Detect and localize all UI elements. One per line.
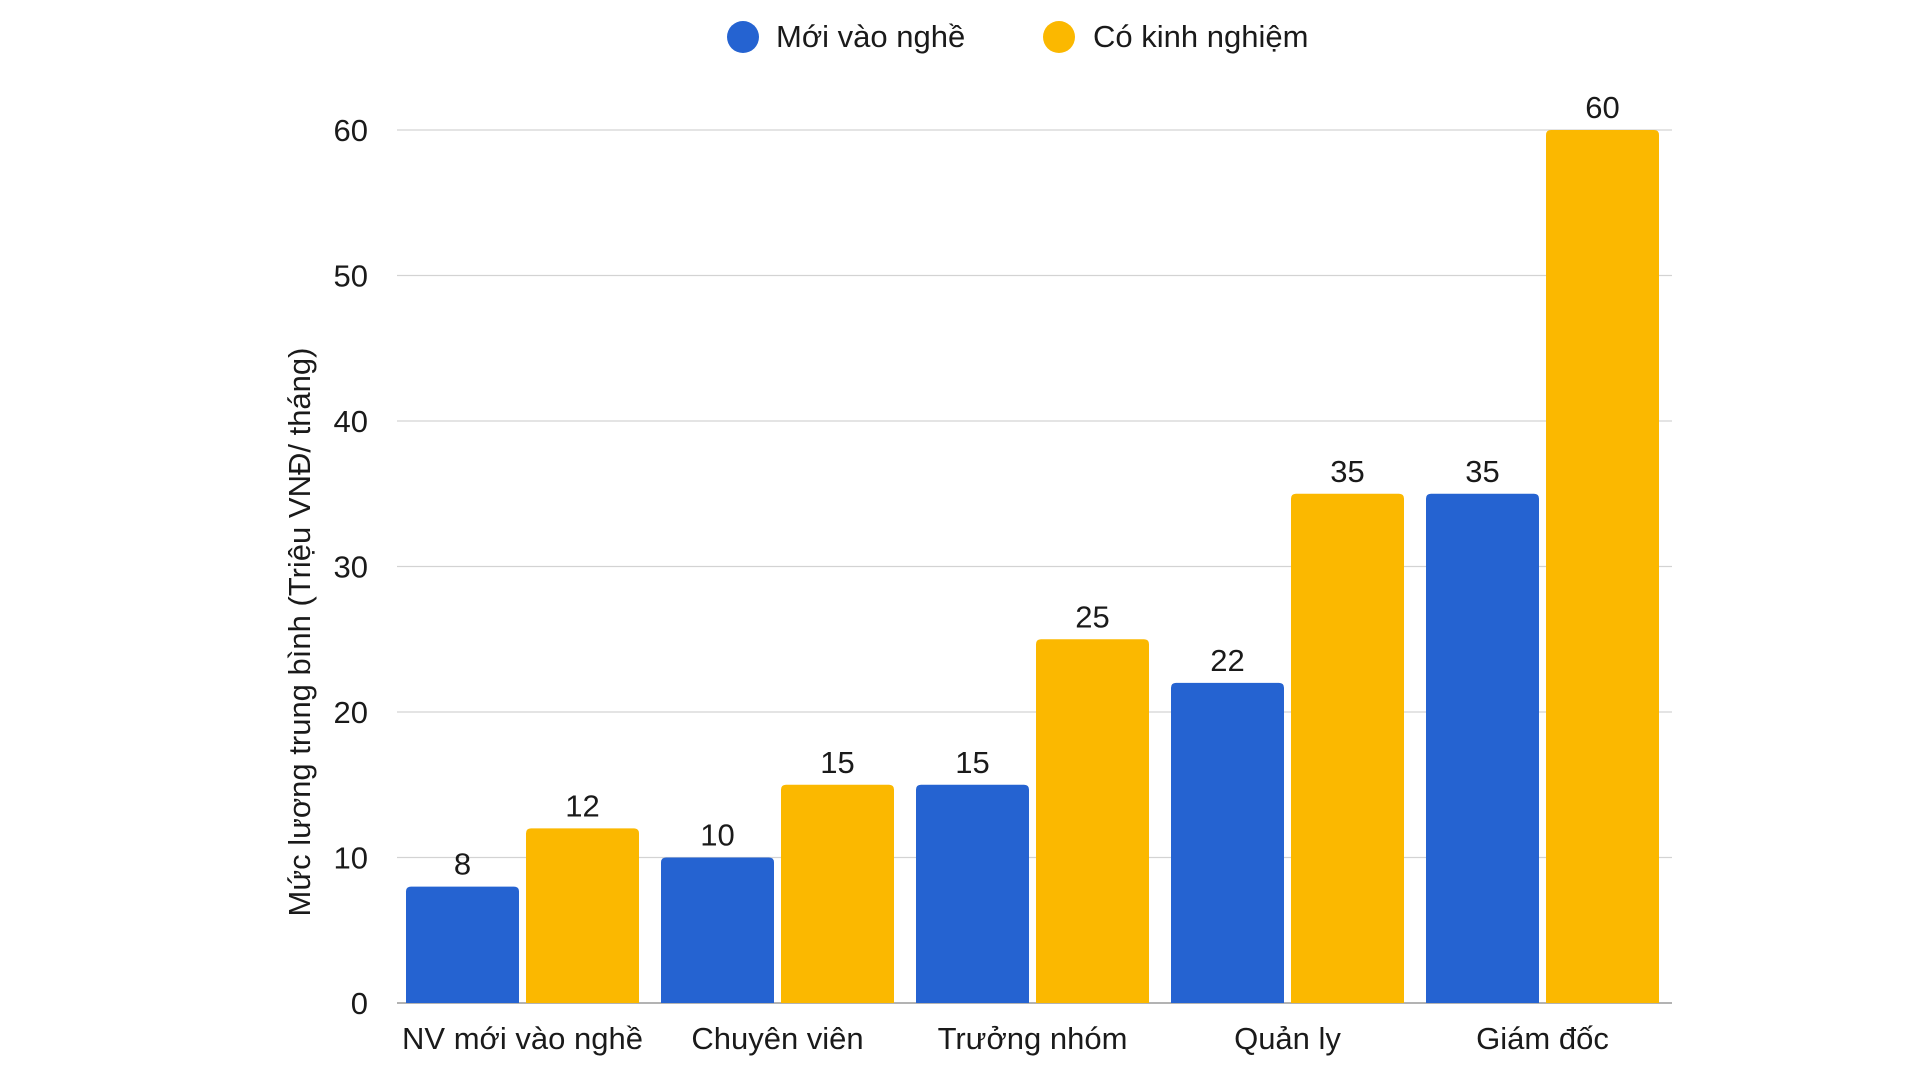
data-label: 25 xyxy=(1075,599,1109,634)
y-tick-label: 40 xyxy=(334,404,368,439)
data-label: 10 xyxy=(700,818,734,853)
legend-swatch xyxy=(727,21,759,53)
y-tick-label: 30 xyxy=(334,550,368,585)
bar[interactable] xyxy=(1291,493,1404,1003)
y-tick-label: 20 xyxy=(334,695,368,730)
data-label: 35 xyxy=(1330,454,1364,489)
data-label: 15 xyxy=(955,745,989,780)
x-tick-label: Giám đốc xyxy=(1476,1021,1609,1056)
bar[interactable] xyxy=(1546,130,1659,1003)
y-axis-title: Mức lương trung bình (Triệu VNĐ/ tháng) xyxy=(282,348,317,917)
x-axis-ticks: NV mới vào nghề Chuyên viên Trưởng nhóm Quả… xyxy=(402,1021,1609,1056)
bar[interactable] xyxy=(916,784,1029,1003)
y-tick-label: 0 xyxy=(351,986,368,1021)
y-axis-ticks: 0 10 20 30 40 50 60 xyxy=(334,113,368,1021)
data-label: 12 xyxy=(565,788,599,823)
y-tick-label: 50 xyxy=(334,259,368,294)
data-labels: 8 12 10 15 15 25 22 35 35 60 xyxy=(454,90,1620,882)
y-tick-label: 60 xyxy=(334,113,368,148)
bar[interactable] xyxy=(406,886,519,1003)
data-label: 15 xyxy=(820,745,854,780)
data-label: 8 xyxy=(454,847,471,882)
legend: Mới vào nghề Có kinh nghiệm xyxy=(727,19,1308,54)
x-tick-label: Trưởng nhóm xyxy=(938,1021,1128,1056)
bar[interactable] xyxy=(1171,682,1284,1003)
bar[interactable] xyxy=(781,784,894,1003)
data-label: 22 xyxy=(1210,643,1244,678)
x-tick-label: Chuyên viên xyxy=(691,1021,863,1056)
data-label: 60 xyxy=(1585,90,1619,125)
x-tick-label: Quản ly xyxy=(1234,1021,1341,1056)
bar[interactable] xyxy=(526,828,639,1003)
data-label: 35 xyxy=(1465,454,1499,489)
bar[interactable] xyxy=(1036,639,1149,1003)
bar[interactable] xyxy=(661,857,774,1004)
legend-item[interactable]: Mới vào nghề xyxy=(727,19,965,54)
y-tick-label: 10 xyxy=(334,841,368,876)
legend-swatch xyxy=(1043,21,1075,53)
legend-label: Có kinh nghiệm xyxy=(1093,19,1308,54)
legend-label: Mới vào nghề xyxy=(776,19,965,54)
bars xyxy=(406,130,1659,1003)
legend-item[interactable]: Có kinh nghiệm xyxy=(1043,19,1308,54)
x-tick-label: NV mới vào nghề xyxy=(402,1021,643,1056)
bar[interactable] xyxy=(1426,493,1539,1003)
